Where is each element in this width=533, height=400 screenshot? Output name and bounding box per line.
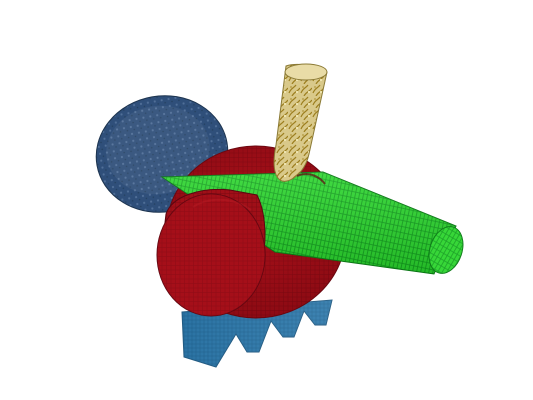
front-face-part xyxy=(156,188,266,317)
disk-part xyxy=(95,95,229,213)
highlight-details xyxy=(192,173,326,211)
cone-tip-part xyxy=(273,63,328,182)
base-support-part xyxy=(181,299,333,368)
